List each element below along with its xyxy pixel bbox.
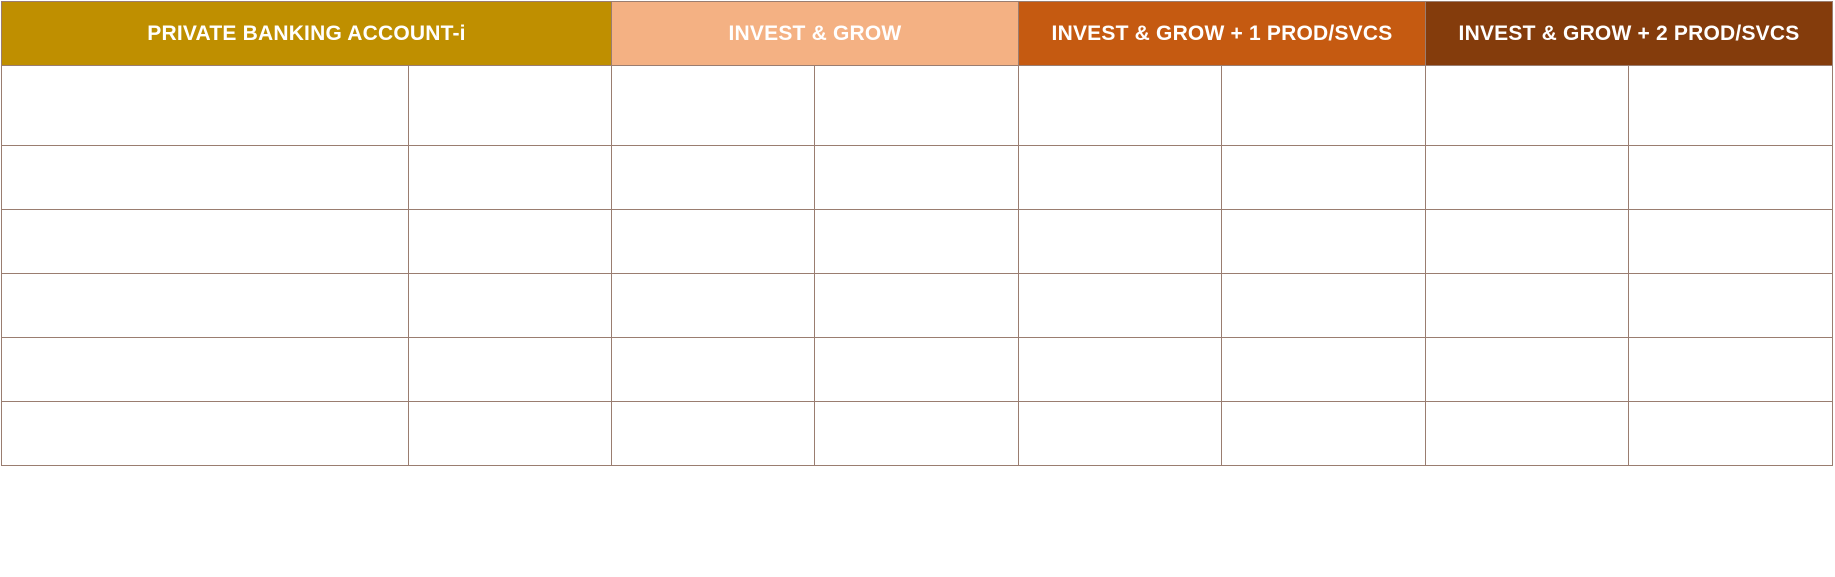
table-cell [1426,274,1629,338]
table-cell [2,274,409,338]
table-cell [409,402,612,466]
table-cell [1222,146,1426,210]
table-cell [612,210,815,274]
table-cell [815,210,1019,274]
table-cell [1019,338,1222,402]
table-cell [1222,402,1426,466]
table-cell [1019,66,1222,146]
table-cell [2,210,409,274]
header-invest-grow: INVEST & GROW [612,2,1019,66]
table-cell [1426,338,1629,402]
table-cell [409,66,612,146]
table-cell [1019,274,1222,338]
table-cell [815,338,1019,402]
table-cell [1222,210,1426,274]
table-cell [409,338,612,402]
table-cell [1019,210,1222,274]
table-cell [612,146,815,210]
product-comparison-table: PRIVATE BANKING ACCOUNT-i INVEST & GROW … [1,1,1833,466]
table-cell [1222,66,1426,146]
table-cell [612,338,815,402]
table-cell [815,274,1019,338]
table-cell [1629,402,1833,466]
table-cell [409,146,612,210]
header-invest-grow-plus-2: INVEST & GROW + 2 PROD/SVCS [1426,2,1833,66]
table-cell [1629,146,1833,210]
table-cell [2,338,409,402]
table-cell [612,402,815,466]
table-cell [1629,66,1833,146]
table-cell [409,210,612,274]
table-cell [1019,146,1222,210]
table-cell [2,146,409,210]
table-cell [1629,274,1833,338]
table-cell [1629,210,1833,274]
table-cell [1426,146,1629,210]
table-cell [1426,402,1629,466]
table-cell [815,146,1019,210]
table-cell [612,66,815,146]
table-cell [2,402,409,466]
table-cell [2,66,409,146]
table-cell [612,274,815,338]
table-cell [1629,338,1833,402]
table-cell [1426,66,1629,146]
table-cell [1222,338,1426,402]
table-cell [1222,274,1426,338]
table-cell [409,274,612,338]
table-cell [1019,402,1222,466]
table-cell [815,66,1019,146]
header-invest-grow-plus-1: INVEST & GROW + 1 PROD/SVCS [1019,2,1426,66]
table-cell [815,402,1019,466]
header-private-banking-account: PRIVATE BANKING ACCOUNT-i [2,2,612,66]
table-cell [1426,210,1629,274]
